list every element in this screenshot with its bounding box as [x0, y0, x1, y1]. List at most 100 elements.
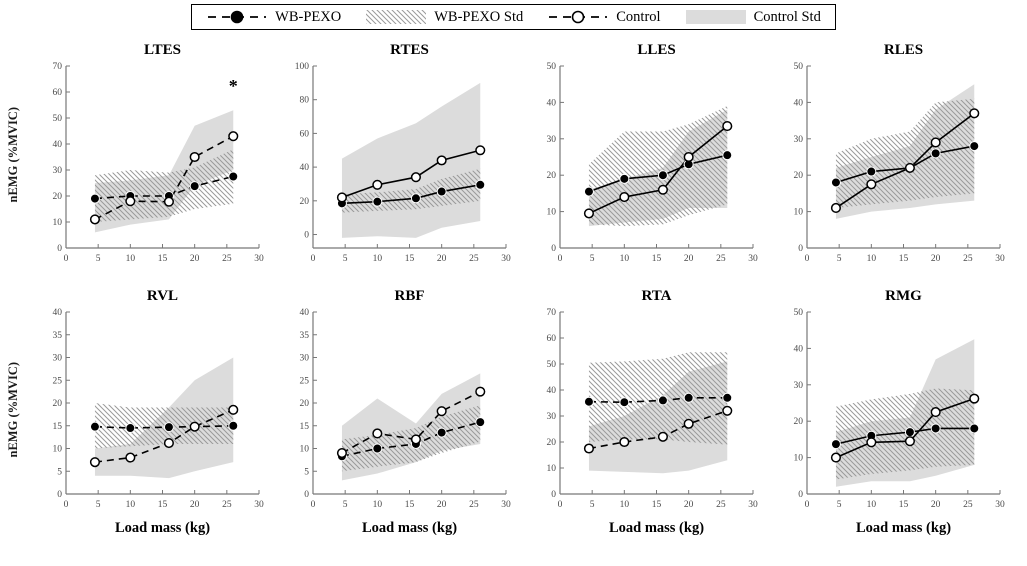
control-marker	[904, 436, 915, 447]
wb-pexo-marker	[657, 395, 668, 406]
wb-pexo-marker	[228, 420, 239, 431]
x-tick-label: 15	[405, 254, 415, 264]
x-tick-label: 0	[558, 254, 563, 264]
x-tick-label: 30	[501, 254, 511, 264]
control-marker	[830, 202, 841, 214]
y-tick-label: 20	[547, 171, 557, 181]
control-marker	[372, 179, 383, 190]
wb-pexo-marker	[866, 166, 877, 177]
x-tick-label: 5	[343, 500, 348, 510]
x-tick-label: 15	[405, 500, 415, 510]
y-tick-label: 15	[53, 422, 63, 432]
x-tick-label: 10	[373, 254, 383, 264]
y-tick-label: 10	[794, 454, 804, 464]
x-tick-label: 5	[96, 500, 101, 510]
y-tick-label: 50	[53, 114, 63, 124]
y-tick-label: 20	[300, 197, 310, 207]
control-marker	[228, 131, 239, 142]
subplot-rmg: 0 5 10 15 20 25 30 0 10 20 30 40 50 RMG Load mass (kg…	[767, 282, 1014, 537]
control-marker	[228, 404, 239, 415]
y-tick-label: 40	[300, 163, 310, 173]
x-axis-label: Load mass (kg)	[361, 520, 458, 536]
wb-pexo-marker	[372, 196, 383, 207]
control-marker	[866, 179, 877, 190]
y-tick-label: 70	[53, 62, 63, 72]
subplot-chart-rles: 0 5 10 15 20 25 30 0 10 20 30 40 50 RLES	[794, 42, 1006, 264]
wb-pexo-marker	[228, 171, 239, 182]
wb-pexo-marker	[583, 396, 594, 407]
control-marker	[125, 196, 136, 207]
y-tick-label: 10	[53, 445, 63, 455]
x-tick-label: 30	[995, 500, 1005, 510]
y-tick-label: 50	[547, 360, 557, 370]
subplot-chart-rtes: 0 5 10 15 20 25 30 0 20 40 60 80 100 RTES	[295, 42, 511, 264]
y-tick-label: 20	[53, 192, 63, 202]
control-marker	[410, 172, 421, 183]
control-marker	[830, 452, 841, 463]
wb-pexo-marker	[969, 141, 980, 152]
wb-pexo-marker	[372, 443, 383, 454]
control-marker	[683, 151, 694, 163]
wb-pexo-marker	[619, 173, 630, 184]
y-tick-label: 20	[53, 399, 63, 409]
subplot-lles: 0 5 10 15 20 25 30 0 10 20 30 40 50 LLES	[520, 36, 767, 274]
subplot-title: RTES	[390, 42, 429, 58]
x-tick-label: 25	[469, 254, 479, 264]
control-marker	[969, 393, 980, 404]
x-tick-label: 15	[652, 254, 662, 264]
legend-item-wb-pexo-std: WB-PEXO Std	[365, 8, 523, 26]
y-tick-label: 30	[794, 135, 804, 145]
control-marker	[189, 421, 200, 432]
control-marker	[657, 184, 668, 195]
y-tick-label: 0	[304, 231, 309, 241]
control-marker	[475, 145, 486, 156]
subplot-title: LLES	[637, 42, 675, 58]
x-tick-label: 20	[190, 254, 200, 264]
subplot-chart-ltes: 0 5 10 15 20 25 30 0 10 20 30 40 50 60 70 LTES *	[53, 42, 265, 264]
legend-bar: WB-PEXO WB-PEXO Std Control Control Std	[0, 0, 1027, 30]
subplot-chart-rmg: 0 5 10 15 20 25 30 0 10 20 30 40 50 RMG	[794, 288, 1006, 510]
x-tick-label: 30	[748, 254, 758, 264]
legend-item-control: Control	[547, 8, 661, 26]
x-tick-label: 0	[311, 500, 316, 510]
control-marker	[163, 196, 174, 207]
wb-pexo-marker	[475, 417, 486, 428]
wb-pexo-marker	[722, 150, 733, 161]
x-tick-label: 20	[684, 500, 694, 510]
x-tick-label: 5	[837, 500, 842, 510]
control-marker	[657, 431, 668, 442]
y-tick-label: 0	[57, 490, 62, 500]
wb-pexo-marker	[163, 422, 174, 433]
control-marker	[583, 443, 594, 454]
x-tick-label: 25	[469, 500, 479, 510]
wb-pexo-std-hatch-swatch-icon	[365, 8, 427, 26]
y-tick-label: 40	[547, 386, 557, 396]
y-tick-label: 25	[53, 376, 63, 386]
y-tick-label: 60	[300, 129, 310, 139]
control-marker	[722, 405, 733, 416]
control-line	[341, 390, 481, 454]
wb-pexo-marker	[583, 186, 594, 197]
wb-pexo-marker	[125, 423, 136, 434]
y-tick-label: 0	[551, 490, 556, 500]
x-tick-label: 20	[931, 500, 941, 510]
wb-pexo-marker	[657, 170, 668, 181]
wb-pexo-marker	[830, 177, 841, 188]
control-marker	[930, 407, 941, 418]
wb-pexo-std-band	[94, 403, 234, 449]
x-axis-label: Load mass (kg)	[114, 520, 211, 536]
x-tick-label: 10	[620, 254, 630, 264]
y-tick-label: 0	[798, 244, 803, 254]
legend-item-wb-pexo: WB-PEXO	[206, 8, 341, 26]
subplot-chart-rbf: 0 5 10 15 20 25 30 0 5 10 15 20 25 30 35 40 RBF	[300, 288, 512, 510]
x-tick-label: 15	[158, 254, 168, 264]
control-marker	[436, 406, 447, 417]
x-tick-label: 20	[190, 500, 200, 510]
x-tick-label: 25	[963, 254, 973, 264]
y-tick-label: 80	[300, 96, 310, 106]
y-tick-label: 5	[304, 467, 309, 477]
x-tick-label: 15	[899, 500, 909, 510]
control-marker	[436, 155, 447, 166]
x-tick-label: 15	[158, 500, 168, 510]
